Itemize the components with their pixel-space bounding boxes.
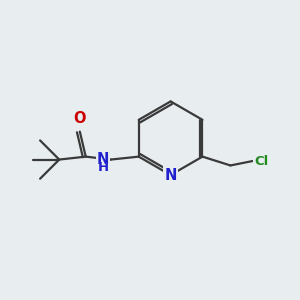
Text: H: H	[98, 161, 109, 174]
Text: O: O	[74, 111, 86, 126]
Text: Cl: Cl	[254, 154, 268, 167]
Text: N: N	[97, 152, 109, 167]
Text: N: N	[164, 167, 177, 182]
